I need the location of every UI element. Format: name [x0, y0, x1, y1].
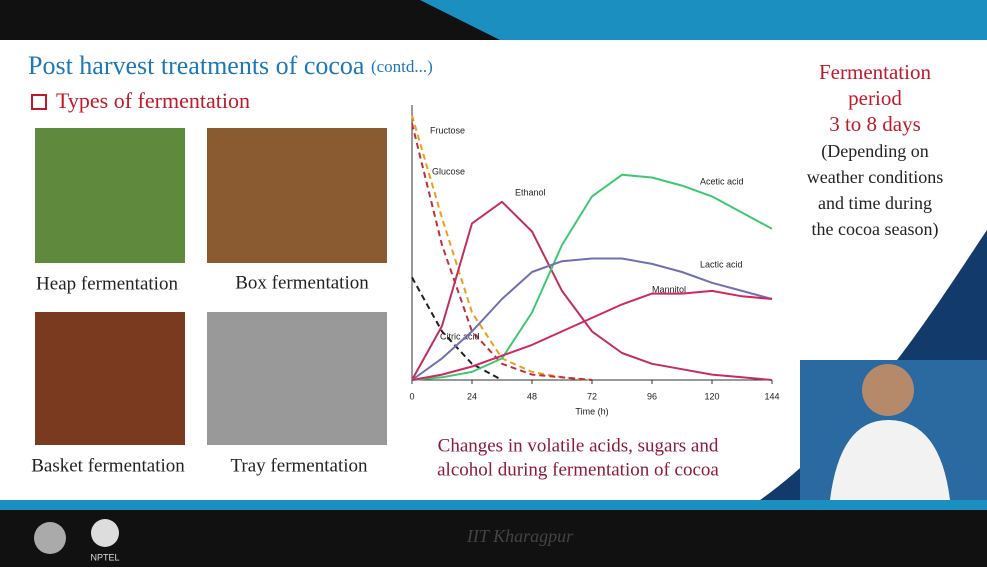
x-axis-label: Time (h)	[575, 406, 608, 416]
series-line	[412, 175, 772, 380]
logo	[91, 519, 119, 547]
x-tick-label: 120	[704, 391, 719, 401]
side-text: period	[848, 86, 902, 110]
photo	[207, 312, 387, 445]
side-text: and time during	[818, 193, 932, 213]
caption: Tray fermentation	[230, 455, 368, 476]
page: NPTEL IIT Kharagpur Post harvest treatme…	[0, 0, 987, 567]
side-text: the cocoa season)	[812, 219, 939, 240]
caption: Heap fermentation	[36, 273, 178, 294]
x-tick-label: 144	[764, 391, 779, 401]
series-label: Ethanol	[515, 187, 546, 197]
side-text: 3 to 8 days	[829, 112, 921, 136]
chart-caption: Changes in volatile acids, sugars and	[438, 435, 719, 456]
presenter-head	[862, 364, 914, 416]
x-tick-label: 96	[647, 391, 657, 401]
footer-text: IIT Kharagpur	[466, 526, 574, 546]
photo	[35, 128, 185, 263]
photo	[207, 128, 387, 263]
caption: Basket fermentation	[31, 455, 185, 476]
title-suffix: (contd...)	[371, 57, 433, 76]
logo-text: NPTEL	[90, 552, 119, 562]
top-accent	[420, 0, 987, 40]
series-line	[412, 259, 772, 381]
side-text: (Depending on	[821, 141, 928, 162]
series-label: Glucose	[432, 166, 465, 176]
logo	[34, 522, 66, 554]
series-label: Acetic acid	[700, 176, 744, 186]
bottom-accent	[0, 500, 987, 510]
title: Post harvest treatments of cocoa	[28, 51, 365, 80]
bullet	[32, 95, 46, 109]
heading: Types of fermentation	[56, 88, 250, 113]
series-label: Citric acid	[440, 331, 480, 341]
series-label: Lactic acid	[700, 259, 743, 269]
slide: NPTEL IIT Kharagpur Post harvest treatme…	[0, 0, 987, 567]
x-tick-label: 48	[527, 391, 537, 401]
series-label: Fructose	[430, 125, 465, 135]
photo	[35, 312, 185, 445]
x-tick-label: 0	[409, 391, 414, 401]
series-line	[412, 124, 592, 381]
slide-title: Post harvest treatments of cocoa (contd.…	[28, 51, 433, 80]
chart-caption: alcohol during fermentation of cocoa	[437, 459, 719, 480]
x-tick-label: 24	[467, 391, 477, 401]
side-text: weather conditions	[807, 167, 943, 187]
series-label: Mannitol	[652, 284, 686, 294]
caption: Box fermentation	[235, 272, 369, 293]
series-line	[412, 115, 592, 380]
x-tick-label: 72	[587, 391, 597, 401]
side-text: Fermentation	[819, 60, 931, 84]
